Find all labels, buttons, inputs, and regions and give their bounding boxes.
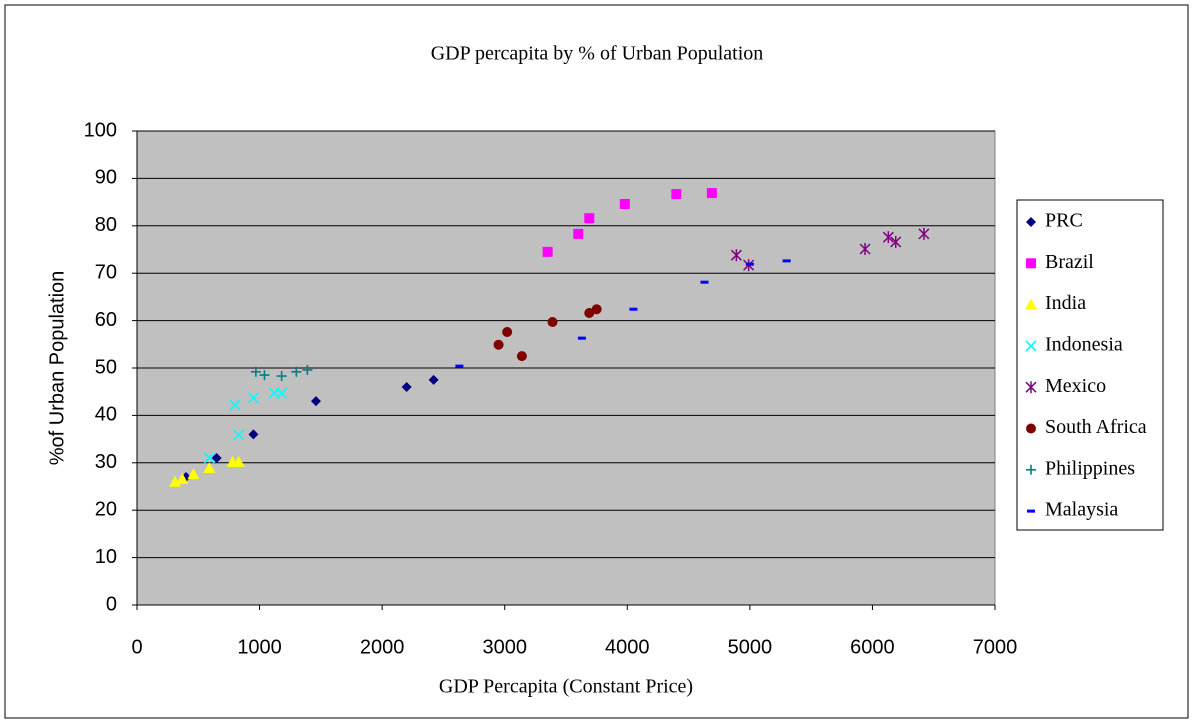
data-point: [248, 429, 259, 440]
legend-marker: [1025, 381, 1037, 394]
data-point: [782, 259, 791, 263]
data-point: [203, 462, 216, 474]
legend-marker: [1025, 340, 1037, 352]
data-point: [882, 231, 894, 244]
y-tick-label: 20: [95, 498, 117, 520]
legend-label: Philippines: [1045, 457, 1135, 479]
data-point: [700, 280, 709, 284]
legend-label: South Africa: [1045, 416, 1147, 438]
data-point: [745, 262, 754, 266]
data-point: [302, 364, 313, 375]
data-point: [187, 468, 200, 480]
data-point: [401, 381, 412, 392]
x-tick-label: 3000: [482, 636, 527, 658]
data-point: [203, 452, 215, 464]
legend-marker: [1027, 509, 1035, 513]
legend-label: Indonesia: [1045, 333, 1123, 355]
data-point: [250, 366, 261, 377]
data-point: [232, 455, 245, 467]
legend-marker: [1026, 464, 1036, 475]
y-tick-label: 50: [95, 356, 117, 378]
data-point: [168, 475, 181, 487]
x-axis-label: GDP Percapita (Constant Price): [439, 676, 693, 698]
x-tick-label: 2000: [360, 636, 405, 658]
legend: [1016, 199, 1164, 531]
data-point: [918, 227, 930, 240]
y-axis-label: %of Urban Population: [46, 271, 68, 466]
y-tick-label: 80: [95, 214, 117, 236]
legend-marker: [1026, 217, 1036, 227]
data-point: [577, 336, 586, 340]
legend-label: India: [1045, 292, 1086, 314]
data-point: [859, 243, 871, 256]
data-point: [247, 392, 260, 404]
data-point: [730, 249, 742, 262]
legend-label: Malaysia: [1045, 499, 1118, 521]
y-tick-label: 40: [95, 404, 117, 426]
data-point: [229, 399, 241, 411]
data-point: [211, 453, 222, 464]
x-tick-label: 1000: [237, 636, 282, 658]
data-point: [455, 364, 464, 368]
y-tick-label: 0: [106, 593, 117, 615]
data-point: [276, 387, 288, 399]
x-tick-label: 0: [131, 636, 142, 658]
data-point: [493, 339, 504, 350]
legend-marker: [1026, 258, 1036, 269]
data-point: [591, 304, 602, 315]
y-tick-label: 100: [84, 119, 117, 141]
data-point: [547, 317, 558, 328]
y-tick-label: 10: [95, 546, 117, 568]
x-tick-label: 6000: [850, 636, 895, 658]
data-point: [259, 370, 270, 381]
data-point: [516, 351, 527, 362]
data-point: [276, 371, 287, 382]
data-point: [502, 326, 513, 337]
data-point: [671, 189, 682, 200]
data-point: [890, 235, 902, 248]
legend-label: Brazil: [1045, 251, 1094, 273]
legend-marker: [1026, 423, 1036, 434]
data-point: [542, 246, 553, 257]
legend-label: PRC: [1045, 210, 1083, 232]
data-point: [629, 307, 638, 311]
data-point: [233, 429, 245, 441]
legend-marker: [1025, 298, 1037, 310]
x-tick-label: 5000: [728, 636, 773, 658]
data-point: [291, 366, 302, 377]
y-tick-label: 90: [95, 167, 117, 189]
chart-title: GDP percapita by % of Urban Population: [431, 43, 764, 65]
data-point: [706, 188, 717, 199]
data-point: [584, 213, 595, 224]
data-point: [428, 374, 439, 385]
x-tick-label: 7000: [973, 636, 1018, 658]
data-point: [176, 472, 189, 484]
y-tick-label: 30: [95, 451, 117, 473]
data-point: [619, 198, 630, 209]
y-tick-label: 70: [95, 261, 117, 283]
data-point: [310, 396, 321, 407]
y-tick-label: 60: [95, 309, 117, 331]
x-tick-label: 4000: [605, 636, 650, 658]
data-point: [573, 228, 584, 239]
legend-label: Mexico: [1045, 375, 1106, 397]
data-point: [584, 308, 595, 319]
